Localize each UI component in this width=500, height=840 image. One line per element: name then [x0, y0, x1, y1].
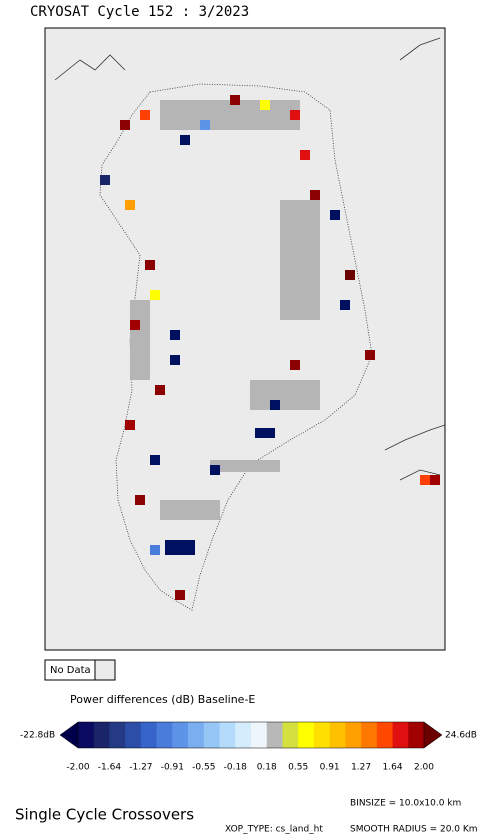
colorbar-swatch — [140, 722, 157, 748]
no-data-label: No Data — [50, 665, 91, 676]
colorbar-swatch — [172, 722, 189, 748]
colorbar-swatch — [219, 722, 236, 748]
no-data-legend: No Data — [44, 659, 116, 681]
colorbar-swatch — [376, 722, 393, 748]
colorbar-tick-label: -1.64 — [98, 763, 122, 773]
colorbar-swatch — [392, 722, 409, 748]
colorbar: -2.00 -1.64 -1.27 -0.91 -0.55 -0.18 0.18 0.55 0.… — [59, 721, 443, 773]
binsize: BINSIZE = 10.0x10.0 km — [350, 799, 461, 809]
colorbar-title: Power differences (dB) Baseline-E — [70, 693, 255, 706]
colorbar-tick-label: 0.55 — [288, 763, 308, 773]
colorbar-min-label: -22.8dB — [20, 731, 55, 741]
colorbar-tick-label: 0.91 — [320, 763, 340, 773]
colorbar-swatch — [156, 722, 173, 748]
smooth-radius: SMOOTH RADIUS = 20.0 Km — [350, 825, 478, 835]
colorbar-frame — [77, 721, 425, 749]
title: CRYOSAT Cycle 152 : 3/2023 — [30, 4, 249, 20]
colorbar-max-label: 24.6dB — [445, 731, 477, 741]
xop-type: XOP_TYPE: cs_land_ht — [225, 825, 323, 835]
colorbar-swatch — [78, 722, 95, 748]
colorbar-swatch — [408, 722, 425, 748]
colorbar-tick-label: -0.18 — [224, 763, 248, 773]
colorbar-swatch — [345, 722, 362, 748]
colorbar-swatch — [282, 722, 299, 748]
colorbar-tick-label: 1.64 — [383, 763, 403, 773]
colorbar-swatch — [93, 722, 110, 748]
colorbar-tick-label: 1.27 — [351, 763, 371, 773]
colorbar-swatch — [203, 722, 220, 748]
colorbar-low-arrow — [59, 721, 79, 749]
colorbar-swatch — [361, 722, 378, 748]
colorbar-swatch — [298, 722, 315, 748]
colorbar-swatch — [235, 722, 252, 748]
colorbar-swatch — [329, 722, 346, 748]
colorbar-tick-label: -2.00 — [66, 763, 90, 773]
colorbar-swatch — [188, 722, 205, 748]
map — [44, 27, 446, 651]
colorbar-tick-label: 0.18 — [257, 763, 277, 773]
colorbar-swatch — [125, 722, 142, 748]
footer-name: Single Cycle Crossovers — [15, 806, 194, 824]
colorbar-tick-label: 2.00 — [414, 763, 434, 773]
colorbar-tick-label: -0.91 — [161, 763, 184, 773]
colorbar-high-arrow — [423, 721, 443, 749]
colorbar-tick-label: -1.27 — [129, 763, 152, 773]
colorbar-swatch — [313, 722, 330, 748]
colorbar-tick-label: -0.55 — [192, 763, 215, 773]
colorbar-swatch — [251, 722, 268, 748]
colorbar-swatch — [109, 722, 126, 748]
colorbar-swatch — [266, 722, 283, 748]
